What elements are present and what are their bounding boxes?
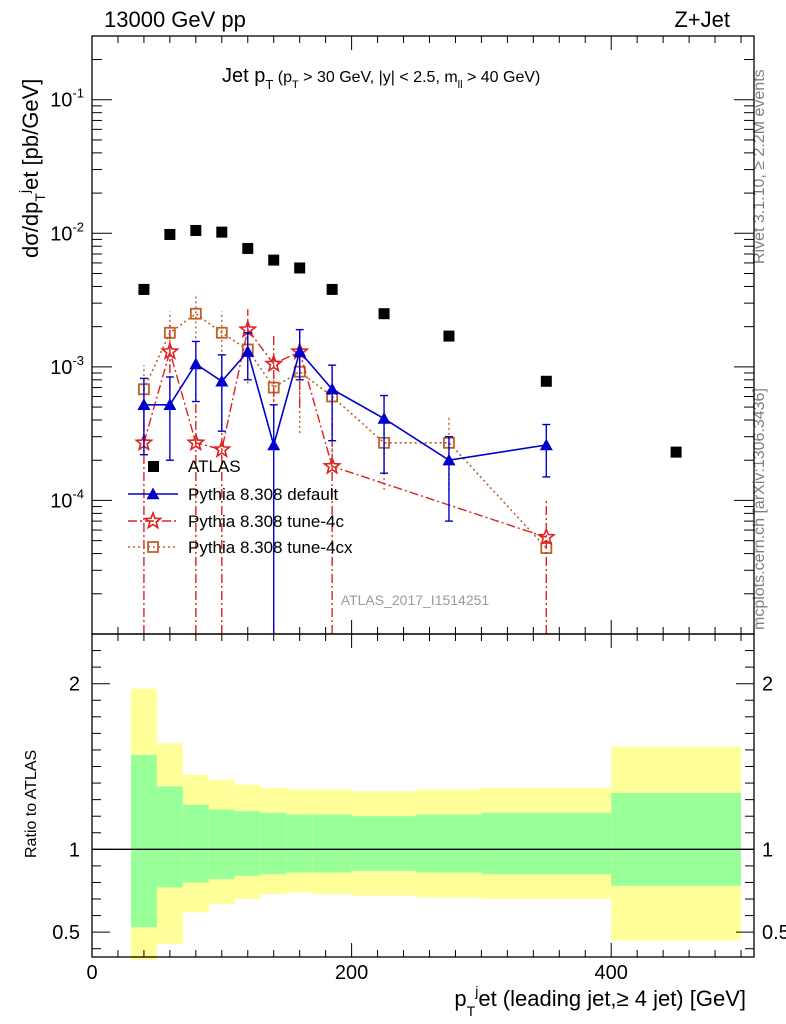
marker-default-5 — [267, 438, 281, 451]
marker-tune4c-3 — [212, 439, 232, 458]
data-point-1 — [164, 228, 176, 240]
legend: ATLAS Pythia 8.308 default Pythia 8.308 … — [128, 457, 353, 557]
ratio-band-inner-11 — [611, 793, 742, 886]
header-right: Z+Jet — [674, 7, 730, 32]
ratio-band-inner-3 — [208, 809, 235, 880]
ratio-band-inner-7 — [312, 814, 352, 873]
series-default — [137, 328, 553, 634]
legend-label-atlas: ATLAS — [188, 457, 241, 476]
ratio-frame — [91, 633, 755, 958]
line-tune4c — [143, 327, 547, 538]
rivet-label: Rivet 3.1.10, ≥ 2.2M events — [751, 69, 768, 264]
main-panel: 10-1 10-2 10-3 10-4 — [50, 35, 755, 635]
ratio-y-tick-label-right-2: 2 — [762, 674, 773, 696]
ratio-y-tick-label-left-2: 2 — [69, 674, 80, 696]
marker-tune4cx-2 — [189, 307, 202, 320]
marker-default-3 — [215, 374, 229, 387]
main-ylabel: dσ/dpTjet [pb/GeV] — [16, 79, 48, 258]
data-point-7 — [326, 283, 338, 295]
marker-tune4cx-3 — [215, 326, 228, 339]
marker-tune4c-1 — [160, 341, 180, 360]
data-point-2 — [190, 224, 202, 236]
marker-default-9 — [442, 453, 456, 466]
y-tick-label-2: 10-3 — [50, 353, 84, 379]
marker-default-4 — [241, 345, 255, 357]
y-tick-label-1: 10-2 — [50, 219, 84, 245]
data-point-3 — [216, 226, 228, 238]
ratio-y-tick-label-left-1: 1 — [69, 839, 80, 861]
ratio-y-tick-label-right-0: 0.5 — [762, 922, 786, 944]
marker-tune4c-8 — [536, 527, 557, 546]
series-data — [138, 224, 682, 458]
x-tick-label-1: 200 — [335, 962, 368, 984]
marker-default-2 — [189, 357, 203, 370]
marker-default-8 — [377, 412, 391, 424]
marker-default-6 — [293, 345, 307, 357]
ratio-ylabel: Ratio to ATLAS — [23, 750, 40, 858]
header-left: 13000 GeV pp — [104, 7, 246, 32]
marker-default-10 — [539, 438, 553, 451]
ratio-band-inner-5 — [260, 812, 287, 875]
legend-label-tune4c: Pythia 8.308 tune-4c — [188, 512, 344, 531]
marker-tune4c-7 — [322, 455, 342, 475]
legend-marker-tune4cx — [147, 541, 159, 553]
marker-tune4c-5 — [263, 353, 284, 373]
ratio-band-inner-10 — [481, 812, 612, 875]
ratio-band-inner-0 — [130, 754, 157, 928]
legend-label-default: Pythia 8.308 default — [188, 485, 339, 504]
data-point-11 — [670, 446, 682, 458]
marker-tune4c-2 — [186, 432, 206, 452]
xlabel: pTjet (leading jet,≥ 4 jet) [GeV] — [454, 983, 746, 1019]
data-point-0 — [138, 283, 150, 295]
legend-markers — [128, 461, 178, 553]
marker-default-1 — [163, 398, 177, 410]
y-tick-label-3: 10-4 — [50, 486, 84, 512]
analysis-id: ATLAS_2017_I1514251 — [341, 592, 490, 608]
plot-title: Jet pT (pT > 30 GeV, |y| < 2.5, mll > 40… — [222, 65, 540, 92]
data-point-8 — [378, 308, 390, 320]
data-point-10 — [540, 375, 552, 387]
data-point-4 — [242, 242, 254, 254]
data-point-6 — [294, 262, 306, 274]
ratio-y-tick-label-left-0: 0.5 — [52, 922, 80, 944]
ratio-band-inner-2 — [182, 804, 209, 883]
ratio-panel: 0 200 400 0.5 0.5 1 1 2 2 — [52, 633, 786, 984]
ratio-band-inner-1 — [156, 786, 183, 888]
ratio-band-inner-8 — [351, 816, 417, 871]
ratio-y-tick-label-right-1: 1 — [762, 839, 773, 861]
x-tick-label-0: 0 — [86, 962, 97, 984]
line-tune4cx — [143, 312, 547, 549]
ratio-band-inner-9 — [416, 814, 482, 873]
marker-default-7 — [325, 382, 339, 395]
legend-marker-tune4c — [143, 510, 163, 530]
line-default — [143, 349, 547, 462]
data-point-5 — [268, 254, 280, 266]
mcplots-label: mcplots.cern.ch [arXiv:1306.3436] — [751, 388, 768, 630]
legend-marker-default — [146, 487, 160, 500]
legend-label-tune4cx: Pythia 8.308 tune-4cx — [188, 538, 353, 557]
y-tick-label-0: 10-1 — [50, 86, 84, 112]
marker-default-0 — [137, 398, 151, 410]
x-tick-label-2: 400 — [595, 962, 628, 984]
ratio-band-inner-4 — [234, 811, 261, 876]
ratio-band-inner-6 — [286, 814, 313, 873]
data-point-9 — [443, 330, 455, 342]
legend-marker-atlas — [148, 461, 159, 472]
